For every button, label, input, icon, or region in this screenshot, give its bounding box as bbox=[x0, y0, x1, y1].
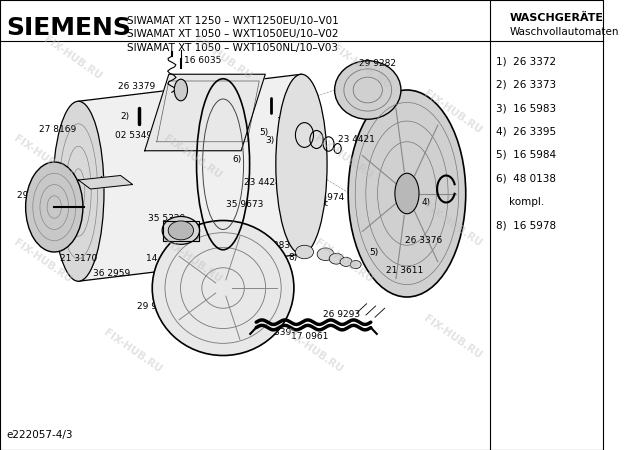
Text: 3): 3) bbox=[265, 136, 275, 145]
Text: 27 8339: 27 8339 bbox=[254, 328, 292, 337]
Text: 2)  26 3373: 2) 26 3373 bbox=[495, 80, 556, 90]
Text: 5): 5) bbox=[259, 128, 268, 137]
Text: 29 9301: 29 9301 bbox=[17, 191, 54, 200]
Text: 5): 5) bbox=[369, 248, 378, 257]
Text: 6): 6) bbox=[301, 227, 311, 236]
Text: 4)  26 3395: 4) 26 3395 bbox=[495, 126, 556, 136]
Text: FIX-HUB.RU: FIX-HUB.RU bbox=[422, 314, 483, 361]
Ellipse shape bbox=[174, 79, 188, 101]
Text: FIX-HUB.RU: FIX-HUB.RU bbox=[422, 89, 483, 136]
Text: FIX-HUB.RU: FIX-HUB.RU bbox=[102, 327, 163, 375]
Text: 2): 2) bbox=[181, 90, 190, 99]
Ellipse shape bbox=[25, 162, 83, 252]
Text: 6): 6) bbox=[232, 155, 242, 164]
Text: 36 2959: 36 2959 bbox=[93, 269, 131, 278]
Text: 1)  26 3372: 1) 26 3372 bbox=[495, 56, 556, 66]
Ellipse shape bbox=[395, 173, 419, 214]
Text: FIX-HUB.RU: FIX-HUB.RU bbox=[11, 134, 73, 181]
Text: FIX-HUB.RU: FIX-HUB.RU bbox=[162, 134, 224, 181]
Text: FIX-HUB.RU: FIX-HUB.RU bbox=[313, 237, 375, 285]
Text: SIEMENS: SIEMENS bbox=[6, 16, 131, 40]
Circle shape bbox=[295, 245, 314, 259]
Text: 21 3170: 21 3170 bbox=[60, 254, 97, 263]
Text: 29 9282: 29 9282 bbox=[359, 58, 396, 68]
Text: SIWAMAT XT 1250 – WXT1250EU/10–V01
SIWAMAT XT 1050 – WXT1050EU/10–V02
SIWAMAT XT: SIWAMAT XT 1250 – WXT1250EU/10–V01 SIWAM… bbox=[127, 16, 338, 53]
Text: 23 4421: 23 4421 bbox=[338, 135, 375, 144]
Polygon shape bbox=[78, 74, 301, 281]
Text: 29 9291: 29 9291 bbox=[137, 302, 175, 311]
Text: 23 4422: 23 4422 bbox=[210, 257, 247, 266]
Text: FIX-HUB.RU: FIX-HUB.RU bbox=[422, 201, 483, 249]
Ellipse shape bbox=[348, 90, 466, 297]
Text: 3)  16 5983: 3) 16 5983 bbox=[495, 103, 556, 113]
Text: 4): 4) bbox=[422, 198, 431, 207]
Text: kompl.: kompl. bbox=[495, 197, 544, 207]
Ellipse shape bbox=[152, 220, 294, 356]
Text: 8): 8) bbox=[288, 253, 298, 262]
Ellipse shape bbox=[162, 216, 200, 244]
Text: 26 9293: 26 9293 bbox=[322, 310, 360, 319]
Text: 29 9283: 29 9283 bbox=[253, 241, 291, 250]
Text: 1): 1) bbox=[277, 117, 287, 126]
Text: FIX-HUB.RU: FIX-HUB.RU bbox=[331, 44, 392, 91]
Circle shape bbox=[340, 257, 352, 266]
Text: 3): 3) bbox=[38, 223, 46, 232]
Text: 16 6035: 16 6035 bbox=[184, 56, 221, 65]
Text: FIX-HUB.RU: FIX-HUB.RU bbox=[313, 134, 375, 181]
Text: 16 5974: 16 5974 bbox=[307, 193, 345, 202]
Text: FIX-HUB.RU: FIX-HUB.RU bbox=[283, 327, 344, 375]
Text: FIX-HUB.RU: FIX-HUB.RU bbox=[11, 237, 73, 285]
Polygon shape bbox=[78, 176, 133, 189]
Text: 14 1667: 14 1667 bbox=[146, 254, 183, 263]
Text: 5)  16 5984: 5) 16 5984 bbox=[495, 150, 556, 160]
Text: 15 4740: 15 4740 bbox=[208, 223, 245, 232]
Circle shape bbox=[317, 248, 334, 261]
Text: 6)  48 0138: 6) 48 0138 bbox=[495, 173, 556, 183]
Circle shape bbox=[350, 261, 361, 269]
Text: 17 0961: 17 0961 bbox=[291, 332, 328, 341]
Ellipse shape bbox=[168, 221, 193, 240]
Text: 35 9673: 35 9673 bbox=[226, 200, 263, 209]
Text: Waschvollautomaten: Waschvollautomaten bbox=[509, 27, 619, 37]
Text: FIX-HUB.RU: FIX-HUB.RU bbox=[192, 35, 254, 82]
Text: 02 5349: 02 5349 bbox=[114, 130, 151, 140]
Text: e222057-4/3: e222057-4/3 bbox=[6, 430, 73, 440]
Text: 4): 4) bbox=[98, 176, 107, 184]
Circle shape bbox=[329, 253, 343, 264]
Text: 8)  16 5978: 8) 16 5978 bbox=[495, 220, 556, 230]
Text: 26 3376: 26 3376 bbox=[405, 236, 443, 245]
Text: 27 8169: 27 8169 bbox=[39, 125, 76, 134]
Text: 23 4424: 23 4424 bbox=[244, 178, 281, 187]
Text: 26 3379: 26 3379 bbox=[118, 82, 155, 91]
Text: 35 5329: 35 5329 bbox=[148, 214, 185, 223]
Ellipse shape bbox=[53, 101, 104, 281]
Polygon shape bbox=[145, 74, 265, 151]
Text: Set: Set bbox=[314, 199, 329, 208]
Text: FIX-HUB.RU: FIX-HUB.RU bbox=[41, 35, 103, 82]
Text: FIX-HUB.RU: FIX-HUB.RU bbox=[162, 237, 224, 285]
Polygon shape bbox=[163, 230, 199, 241]
Ellipse shape bbox=[276, 74, 327, 254]
Ellipse shape bbox=[335, 61, 401, 119]
Text: WASCHGERÄTE: WASCHGERÄTE bbox=[509, 13, 604, 22]
Text: 2): 2) bbox=[121, 112, 130, 122]
Text: 21 3611: 21 3611 bbox=[386, 266, 423, 275]
